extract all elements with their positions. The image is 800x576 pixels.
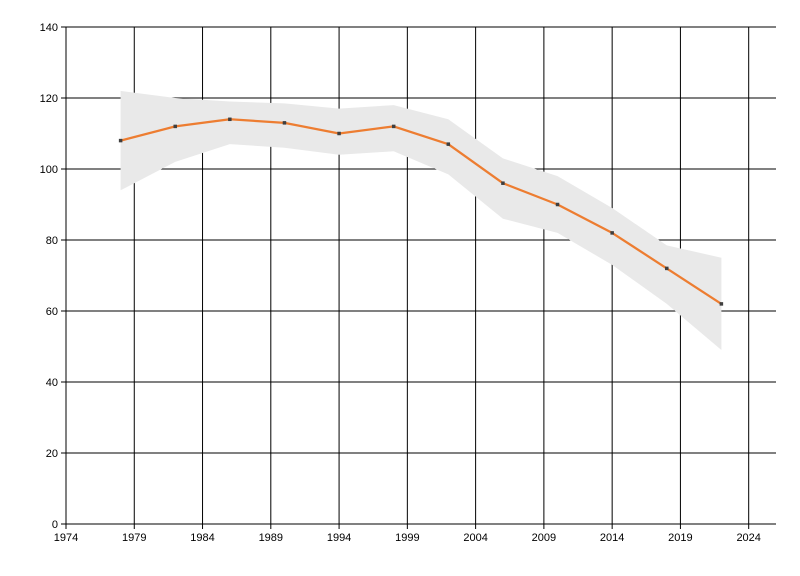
y-axis-tick-label: 40 [46,377,58,389]
data-point-marker [228,117,232,122]
data-point-marker [555,202,560,207]
x-axis-tick-label: 2014 [600,532,624,544]
y-axis-tick-label: 140 [40,22,58,34]
data-point-marker [665,266,669,271]
data-point-marker [391,124,396,129]
x-axis-tick-label: 1974 [54,532,78,544]
x-axis-tick-label: 2019 [668,532,692,544]
y-axis-tick-label: 0 [52,519,58,531]
y-axis-tick-label: 60 [46,306,58,318]
x-axis-tick-label: 2009 [532,532,556,544]
data-point-marker [173,124,177,129]
y-axis-tick-label: 120 [40,93,58,105]
data-point-marker [337,131,341,136]
x-axis-tick-label: 2024 [736,532,760,544]
x-axis-tick-label: 2004 [463,532,487,544]
data-point-marker [118,138,123,143]
x-axis-tick-label: 1979 [122,532,146,544]
x-axis-tick-label: 1984 [190,532,214,544]
data-point-marker [501,181,505,185]
data-point-marker [610,231,614,235]
y-axis-tick-label: 20 [46,448,58,460]
x-axis-tick-label: 1989 [259,532,283,544]
x-axis-tick-label: 1999 [395,532,419,544]
x-axis-tick-label: 1994 [327,532,351,544]
confidence-band [120,90,722,351]
data-point-marker [446,142,451,146]
data-line [119,118,723,306]
y-axis-tick-label: 100 [40,164,58,176]
data-point-marker [719,302,724,306]
data-point-marker [282,121,287,125]
y-axis-tick-label: 80 [46,235,58,247]
